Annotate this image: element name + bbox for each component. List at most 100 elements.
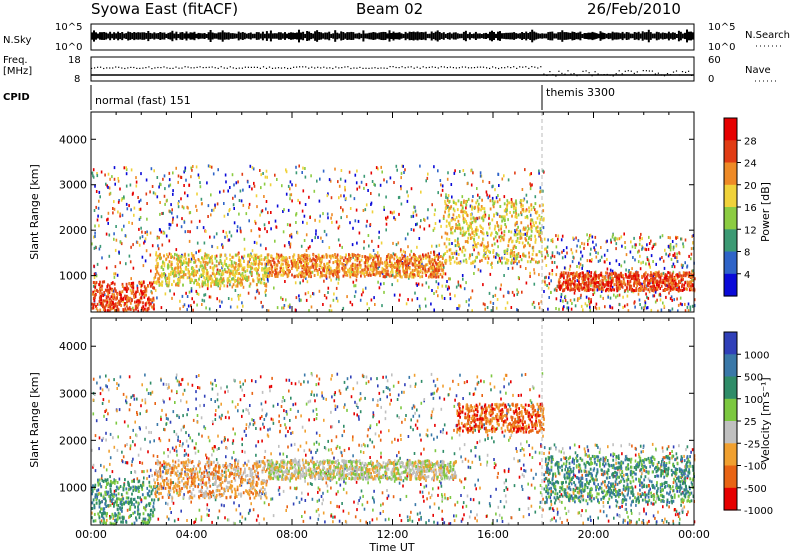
echo-pixel bbox=[693, 298, 696, 302]
echo-pixel bbox=[159, 212, 161, 216]
echo-band-pixel bbox=[472, 260, 475, 264]
echo-band-pixel bbox=[462, 214, 464, 218]
noise-sample bbox=[129, 32, 132, 40]
nave-sample bbox=[576, 75, 578, 77]
echo-band-pixel bbox=[572, 287, 575, 291]
nave-sample bbox=[365, 67, 367, 69]
echo-pixel bbox=[183, 220, 186, 224]
noise-sample bbox=[569, 32, 572, 40]
echo-band-pixel bbox=[126, 300, 128, 304]
echo-pixel bbox=[684, 309, 687, 313]
echo-pixel bbox=[239, 226, 242, 230]
echo-pixel bbox=[498, 257, 501, 260]
echo-band-pixel bbox=[667, 286, 670, 290]
echo-pixel bbox=[477, 193, 479, 197]
echo-band-pixel bbox=[265, 272, 268, 276]
echo-band-pixel bbox=[224, 259, 226, 263]
echo-pixel bbox=[416, 297, 419, 301]
echo-band-pixel bbox=[438, 266, 440, 269]
nave-sample bbox=[507, 66, 509, 68]
echo-band-pixel bbox=[513, 206, 515, 210]
echo-pixel bbox=[609, 261, 611, 265]
echo-band-pixel bbox=[492, 249, 495, 252]
nave-sample bbox=[609, 74, 611, 76]
noise-sample bbox=[406, 33, 409, 39]
echo-band-pixel bbox=[265, 275, 268, 279]
echo-pixel bbox=[241, 255, 243, 259]
noise-sample bbox=[157, 33, 160, 40]
echo-band-pixel bbox=[385, 269, 388, 273]
echo-band-pixel bbox=[648, 279, 651, 282]
echo-pixel bbox=[330, 309, 333, 313]
echo-band-pixel bbox=[651, 289, 654, 292]
echo-band-pixel bbox=[140, 296, 142, 300]
echo-pixel bbox=[651, 246, 654, 250]
echo-band-pixel bbox=[93, 293, 96, 297]
echo-band-pixel bbox=[493, 255, 495, 259]
noise-sample bbox=[167, 32, 170, 40]
echo-band-pixel bbox=[307, 262, 310, 265]
echo-pixel bbox=[188, 239, 191, 243]
echo-band-pixel bbox=[310, 275, 312, 279]
echo-band-pixel bbox=[225, 263, 227, 267]
echo-pixel bbox=[673, 265, 676, 269]
echo-pixel bbox=[255, 290, 258, 294]
echo-band-pixel bbox=[244, 274, 247, 278]
echo-pixel bbox=[129, 260, 132, 264]
echo-band-pixel bbox=[259, 262, 262, 265]
echo-pixel bbox=[579, 296, 582, 300]
echo-pixel bbox=[547, 307, 549, 311]
echo-pixel bbox=[510, 306, 513, 309]
echo-pixel bbox=[534, 195, 537, 199]
echo-band-pixel bbox=[357, 253, 359, 257]
echo-pixel bbox=[560, 295, 562, 299]
echo-pixel bbox=[648, 262, 650, 266]
echo-pixel bbox=[503, 174, 505, 178]
echo-band-pixel bbox=[611, 276, 613, 280]
echo-pixel bbox=[303, 214, 306, 218]
echo-band-pixel bbox=[493, 242, 496, 246]
echo-band-pixel bbox=[520, 221, 523, 225]
echo-pixel bbox=[479, 269, 482, 273]
noise-sample bbox=[470, 34, 473, 39]
echo-pixel bbox=[93, 246, 96, 250]
echo-pixel bbox=[335, 296, 338, 300]
nave-sample bbox=[202, 67, 204, 69]
echo-band-pixel bbox=[317, 254, 320, 258]
echo-band-pixel bbox=[473, 234, 476, 237]
echo-band-pixel bbox=[507, 201, 509, 205]
echo-pixel bbox=[190, 166, 192, 170]
echo-band-pixel bbox=[257, 280, 260, 284]
echo-pixel bbox=[233, 207, 235, 210]
echo-pixel bbox=[360, 180, 363, 184]
noise-sample bbox=[458, 33, 461, 39]
echo-band-pixel bbox=[396, 258, 399, 262]
echo-pixel bbox=[270, 227, 272, 231]
nave-trace bbox=[91, 66, 693, 77]
echo-band-pixel bbox=[679, 279, 681, 283]
echo-band-pixel bbox=[372, 263, 374, 267]
echo-pixel bbox=[157, 244, 159, 248]
echo-pixel bbox=[546, 284, 548, 287]
echo-band-pixel bbox=[437, 275, 440, 279]
echo-pixel bbox=[676, 260, 679, 263]
echo-pixel bbox=[406, 199, 409, 203]
noise-sample bbox=[330, 33, 333, 38]
echo-pixel bbox=[566, 251, 568, 255]
echo-band-pixel bbox=[557, 284, 560, 288]
echo-pixel bbox=[234, 289, 237, 292]
echo-band-pixel bbox=[593, 288, 596, 292]
echo-band-pixel bbox=[564, 279, 567, 283]
echo-band-pixel bbox=[372, 267, 375, 271]
echo-pixel bbox=[168, 239, 171, 243]
noise-sample bbox=[581, 34, 584, 38]
echo-pixel bbox=[440, 193, 442, 197]
echo-pixel bbox=[430, 251, 432, 255]
echo-band-pixel bbox=[511, 240, 513, 244]
echo-band-pixel bbox=[135, 300, 138, 304]
noise-sample bbox=[545, 33, 548, 39]
echo-pixel bbox=[672, 247, 675, 251]
echo-pixel bbox=[214, 203, 216, 207]
echo-pixel bbox=[378, 286, 381, 290]
echo-band-pixel bbox=[440, 265, 443, 269]
